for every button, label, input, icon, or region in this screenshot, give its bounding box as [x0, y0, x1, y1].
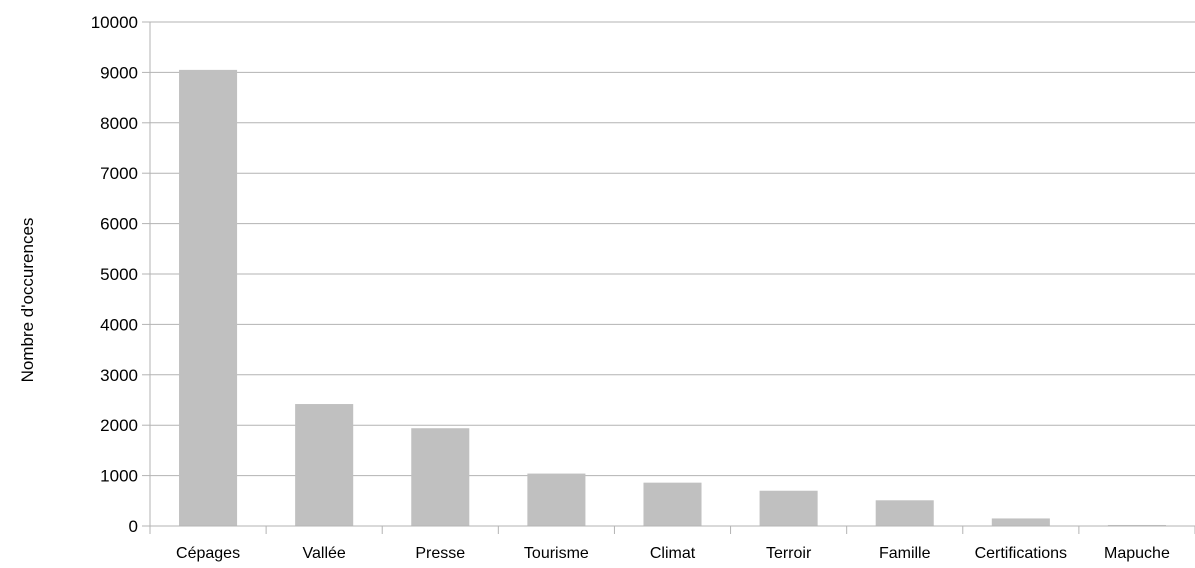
y-tick-label: 4000 [100, 315, 138, 334]
bar-5 [759, 490, 818, 526]
bar-0 [179, 69, 238, 526]
x-tick-labels: Cépages Vallée Presse Tourisme Climat Terroir… [176, 545, 1170, 562]
x-tick-label: Vallée [303, 545, 346, 562]
x-tick-label: Cépages [176, 545, 240, 562]
bar-2 [411, 428, 470, 526]
bar-1 [295, 404, 354, 526]
x-tick-label: Climat [650, 545, 696, 562]
x-tick-label: Famille [879, 545, 931, 562]
y-tick-labels: 0 1000 2000 3000 4000 5000 6000 7000 8000 9000 100… [91, 13, 138, 536]
y-tick-label: 1000 [100, 467, 138, 486]
y-tick-label: 2000 [100, 416, 138, 435]
bar-8 [1107, 524, 1166, 526]
y-tick-label: 10000 [91, 13, 138, 32]
bar-6 [875, 500, 934, 526]
x-tick-label: Mapuche [1104, 545, 1170, 562]
bar-4 [643, 482, 702, 526]
x-tick-label: Presse [415, 545, 465, 562]
y-tick-label: 8000 [100, 114, 138, 133]
y-tick-label: 6000 [100, 215, 138, 234]
bars [179, 69, 1166, 526]
y-axis-label: Nombre d'occurences [18, 218, 37, 383]
y-tick-label: 9000 [100, 63, 138, 82]
y-tick-label: 3000 [100, 366, 138, 385]
axes [142, 21, 1195, 534]
y-tick-label: 0 [129, 517, 138, 536]
bar-7 [991, 518, 1050, 526]
x-tick-label: Tourisme [524, 545, 589, 562]
x-tick-label: Certifications [975, 545, 1067, 562]
bar-3 [527, 473, 586, 526]
y-tick-label: 5000 [100, 265, 138, 284]
y-tick-label: 7000 [100, 164, 138, 183]
x-tick-label: Terroir [766, 545, 812, 562]
